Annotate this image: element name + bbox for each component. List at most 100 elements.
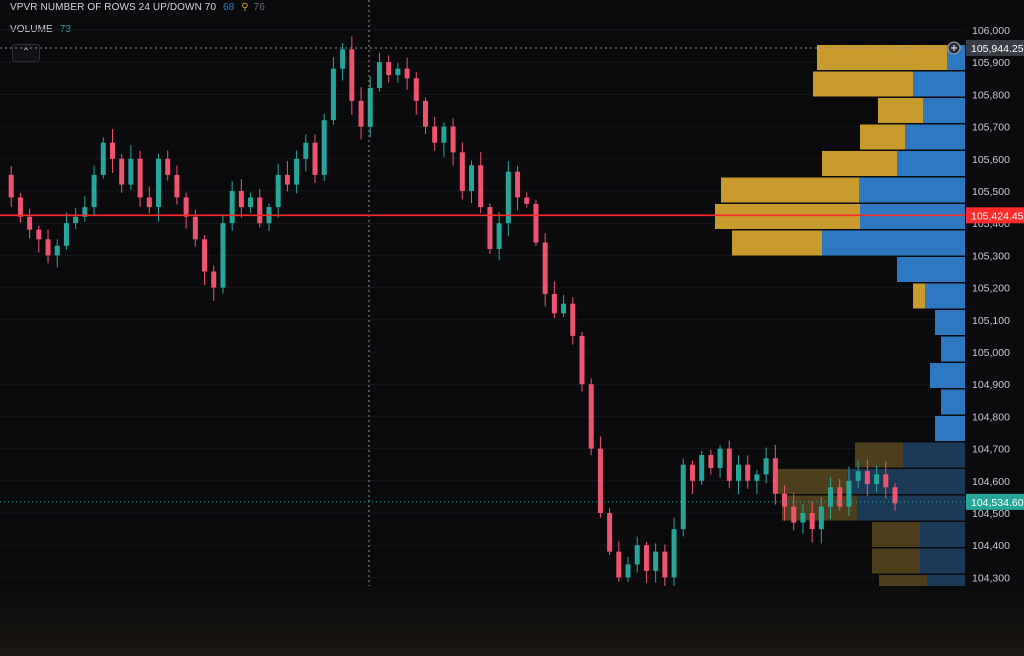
volume-profile-down-bar — [920, 548, 965, 574]
candle-body — [800, 513, 806, 523]
volume-profile-down-bar — [925, 283, 965, 309]
candle-body — [708, 455, 714, 468]
price-axis — [966, 0, 1024, 586]
crosshair-price-text: 105,944.25 — [971, 43, 1024, 55]
volume-profile-down-bar — [897, 257, 965, 282]
y-tick-label: 105,700 — [972, 122, 1010, 134]
candle-body — [294, 158, 300, 185]
candle-body — [469, 165, 475, 191]
last-price-label — [966, 493, 1024, 510]
volume-profile-down-bar — [857, 495, 965, 521]
candle-body — [496, 223, 502, 249]
candle-body — [671, 529, 677, 578]
volume-profile-up-bar — [715, 204, 860, 229]
candle-body — [36, 229, 42, 240]
candle-body — [607, 513, 613, 552]
volume-profile-down-bar — [935, 310, 965, 335]
y-tick-label: 105,800 — [972, 89, 1010, 101]
y-tick-label: 104,700 — [972, 444, 1010, 456]
candle-body — [653, 551, 659, 571]
candle-body — [505, 171, 511, 224]
volume-profile-up-bar — [721, 177, 859, 203]
candle-body — [156, 158, 162, 208]
candle-body — [726, 448, 732, 481]
candle-body — [791, 506, 797, 523]
candle-body — [855, 471, 861, 481]
vpvr-label: VPVR NUMBER OF ROWS 24 UP/DOWN 70 — [10, 2, 217, 13]
candle-body — [864, 471, 870, 485]
candle-body — [238, 191, 244, 208]
highlight-price-text: 105,424.45 — [971, 210, 1024, 222]
candle-body — [340, 49, 346, 69]
candle-body — [662, 551, 668, 578]
crosshair-price-label — [966, 39, 1024, 56]
volume-profile-up-bar — [860, 124, 905, 150]
candle-body — [597, 448, 603, 513]
candle-body — [837, 487, 843, 507]
candle-body — [202, 239, 208, 272]
y-tick-label: 104,300 — [972, 572, 1010, 584]
y-tick-label: 104,500 — [972, 508, 1010, 520]
volume-profile-down-bar — [847, 469, 965, 494]
candle-body — [763, 458, 769, 475]
candle-body — [551, 294, 557, 314]
volume-profile-down-bar — [927, 575, 965, 586]
candle-body — [376, 62, 382, 88]
candle-body — [413, 78, 419, 101]
y-tick-label: 104,800 — [972, 411, 1010, 423]
candle-body — [892, 487, 898, 504]
y-tick-label: 105,000 — [972, 347, 1010, 359]
candle-body — [275, 174, 281, 208]
candle-body — [137, 158, 143, 198]
candle-body — [699, 455, 705, 481]
candle-body — [515, 171, 521, 198]
candle-body — [524, 197, 530, 204]
candle-body — [174, 174, 180, 198]
candle-body — [745, 464, 751, 481]
candle-body — [183, 197, 189, 217]
candle-body — [27, 216, 33, 230]
candle-body — [248, 197, 254, 208]
chevron-up-icon: ⌃ — [21, 47, 31, 58]
volume-profile-down-bar — [935, 416, 965, 441]
candle-body — [312, 142, 318, 175]
candle-body — [386, 62, 392, 76]
candle-body — [165, 158, 171, 175]
candle-body — [570, 303, 576, 336]
candle-body — [616, 551, 622, 578]
volume-profile-down-bar — [822, 230, 965, 256]
candle-body — [303, 142, 309, 159]
candle-body — [459, 152, 465, 191]
candle-body — [422, 100, 428, 127]
y-tick-label: 104,600 — [972, 476, 1010, 488]
candle-body — [358, 100, 364, 127]
candle-body — [404, 68, 410, 79]
collapse-legend-button[interactable]: ⌃ — [12, 44, 40, 62]
candle-body — [561, 303, 567, 314]
y-tick-label: 106,000 — [972, 25, 1010, 37]
volume-profile-down-bar — [941, 389, 965, 415]
candle-body — [349, 49, 355, 101]
y-tick-label: 105,200 — [972, 283, 1010, 295]
candle-body — [643, 545, 649, 571]
candle-body — [17, 197, 23, 217]
candle-body — [717, 448, 723, 468]
candle-body — [321, 120, 327, 175]
candle-body — [128, 158, 134, 185]
volume-profile-up-bar — [775, 469, 847, 494]
candle-body — [330, 68, 336, 121]
vpvr-down-value: 76 — [253, 2, 265, 13]
candle-body — [625, 564, 631, 578]
candle-body — [478, 165, 484, 208]
candle-body — [257, 197, 263, 224]
candle-body — [588, 384, 594, 449]
vpvr-legend[interactable]: VPVR NUMBER OF ROWS 24 UP/DOWN 70 68 ⚲ 7… — [10, 2, 265, 13]
candle-body — [846, 480, 852, 507]
candle-body — [63, 223, 69, 246]
volume-profile-down-bar — [913, 71, 965, 97]
candle-body — [367, 87, 373, 127]
candle-body — [395, 68, 401, 76]
candle-body — [533, 203, 539, 243]
volume-profile-up-bar — [879, 575, 927, 586]
